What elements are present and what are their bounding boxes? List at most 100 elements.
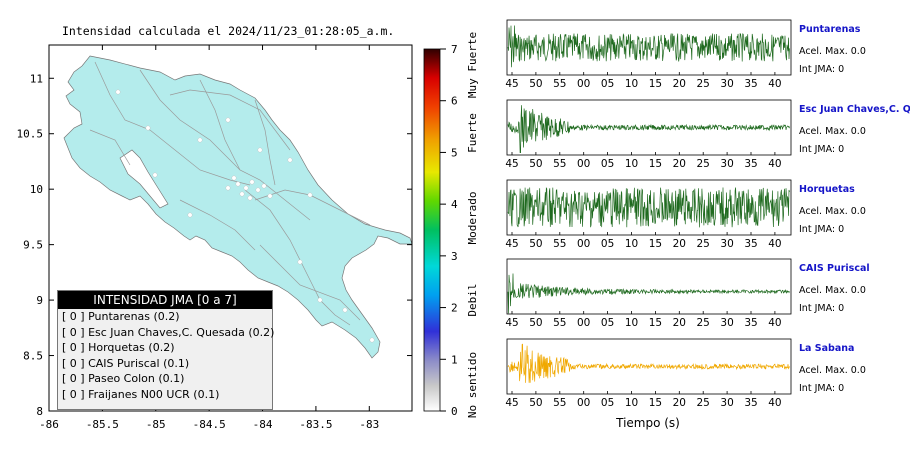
- time-tick-label: 30: [720, 158, 733, 170]
- legend-station: Puntarenas (0.2): [88, 310, 180, 323]
- trace-panel: 45 50 55 00 05 10 15 20 25 30 35 40: [505, 338, 792, 409]
- lat-tick-label: 10: [30, 183, 43, 196]
- time-tick-label: 10: [625, 317, 638, 329]
- time-tick-label: 45: [505, 158, 518, 170]
- station-max-acceleration: Acel. Max. 0.0: [799, 365, 866, 376]
- time-tick-label: 40: [768, 78, 781, 90]
- time-axis-label: Tiempo (s): [615, 416, 680, 430]
- station-max-acceleration: Acel. Max. 0.0: [799, 126, 866, 137]
- road-network: [89, 61, 371, 326]
- legend-level: [ 0 ]: [62, 310, 89, 323]
- time-tick-label: 20: [673, 78, 686, 90]
- colorbar-tick-label: 4: [451, 198, 458, 211]
- time-tick-label: 25: [697, 238, 710, 250]
- costa-rica-land: [63, 55, 413, 359]
- trace-panel: 45 50 55 00 05 10 15 20 25 30 35 40: [505, 258, 792, 329]
- time-tick-label: 50: [529, 317, 542, 329]
- lat-tick-label: 11: [30, 72, 43, 85]
- time-tick-label: 05: [601, 397, 614, 409]
- station-jma-intensity: Int JMA: 0: [799, 224, 845, 235]
- intensity-legend: INTENSIDAD JMA [0 a 7] [ 0 ] Puntarenas …: [57, 290, 275, 410]
- time-tick-label: 40: [768, 317, 781, 329]
- time-tick-label: 40: [768, 158, 781, 170]
- legend-title: INTENSIDAD JMA [0 a 7]: [58, 291, 272, 309]
- time-tick-label: 00: [577, 238, 590, 250]
- lat-tick-label: 9.5: [23, 239, 43, 252]
- time-tick-label: 20: [673, 158, 686, 170]
- legend-station: Horquetas (0.2): [88, 341, 175, 355]
- time-tick-label: 35: [744, 238, 757, 250]
- colorbar-tick-label: 6: [451, 95, 458, 108]
- colorbar-category-label: No sentido: [466, 352, 479, 418]
- time-tick-label: 45: [505, 317, 518, 329]
- time-tick-label: 20: [673, 397, 686, 409]
- legend-level: [ 0 ]: [62, 372, 89, 386]
- gulf-of-nicoya: [119, 149, 169, 209]
- colorbar-tick-label: 5: [451, 146, 458, 159]
- legend-row: [ 0 ] Fraijanes N00 UCR (0.1): [58, 387, 272, 403]
- colorbar-tick-label: 3: [451, 250, 458, 263]
- lon-tick-label: -84: [253, 418, 273, 431]
- legend-station: Fraijanes N00 UCR (0.1): [88, 387, 220, 401]
- legend-row: [ 0 ] Esc Juan Chaves,C. Quesada (0.2): [58, 325, 275, 341]
- time-tick-label: 55: [553, 397, 566, 409]
- colorbar-category-label: Muy Fuerte: [466, 32, 479, 98]
- time-tick-label: 25: [697, 158, 710, 170]
- time-tick-label: 05: [601, 238, 614, 250]
- legend-row: [ 0 ] CAIS Puriscal (0.1): [58, 356, 272, 372]
- time-tick-label: 50: [529, 78, 542, 90]
- time-tick-label: 50: [529, 238, 542, 250]
- seismogram-trace: [507, 105, 790, 153]
- trace-panel: 45 50 55 00 05 10 15 20 25 30 35 40: [505, 99, 792, 170]
- map-y-axis: 11 10.5 10 9.5 9 8.5 8: [17, 72, 412, 418]
- time-tick-label: 55: [553, 238, 566, 250]
- colorbar: 0 1 2 3 4 5 6 7 No sentido Debil Moderado Fuerte Mu…: [423, 32, 479, 418]
- station-jma-intensity: Int JMA: 0: [799, 303, 845, 314]
- legend-row: [ 0 ] Puntarenas (0.2): [58, 309, 272, 325]
- station-markers: [115, 89, 375, 343]
- lon-tick-label: -84.5: [193, 418, 226, 431]
- seismogram-trace: [507, 187, 790, 228]
- time-tick-label: 00: [577, 158, 590, 170]
- time-tick-label: 50: [529, 397, 542, 409]
- time-tick-label: 20: [673, 238, 686, 250]
- map-title: Intensidad calculada el 2024/11/23_01:28…: [62, 24, 395, 38]
- colorbar-tick-label: 0: [451, 405, 458, 418]
- colorbar-category-label: Fuerte: [466, 113, 479, 153]
- time-tick-label: 35: [744, 397, 757, 409]
- lon-tick-label: -85.5: [86, 418, 119, 431]
- time-tick-label: 15: [649, 78, 662, 90]
- time-tick-label: 30: [720, 397, 733, 409]
- station-name: Puntarenas: [799, 24, 861, 35]
- time-tick-label: 50: [529, 158, 542, 170]
- lon-tick-label: -85: [146, 418, 166, 431]
- time-tick-label: 10: [625, 158, 638, 170]
- time-tick-label: 35: [744, 317, 757, 329]
- legend-station: Paseo Colon (0.1): [88, 372, 185, 386]
- time-tick-label: 35: [744, 158, 757, 170]
- time-tick-label: 00: [577, 317, 590, 329]
- colorbar-tick-label: 2: [451, 302, 458, 315]
- station-name: La Sabana: [799, 343, 855, 354]
- time-tick-label: 05: [601, 78, 614, 90]
- lat-tick-label: 8: [36, 405, 43, 418]
- legend-row: [ 0 ] Horquetas (0.2): [58, 340, 272, 356]
- station-name: Esc Juan Chaves,C. Qu: [799, 104, 910, 115]
- colorbar-tick-label: 7: [451, 43, 458, 56]
- time-tick-label: 35: [744, 78, 757, 90]
- legend-station: Esc Juan Chaves,C. Quesada (0.2): [88, 325, 275, 339]
- time-tick-label: 45: [505, 238, 518, 250]
- legend-station: CAIS Puriscal (0.1): [88, 356, 190, 370]
- time-tick-label: 05: [601, 317, 614, 329]
- time-tick-label: 55: [553, 158, 566, 170]
- time-tick-label: 05: [601, 158, 614, 170]
- colorbar-category-label: Debil: [466, 283, 479, 316]
- time-tick-label: 00: [577, 397, 590, 409]
- lat-tick-label: 10.5: [17, 128, 44, 141]
- map-x-axis: -86 -85.5 -85 -84.5 -84 -83.5 -83: [39, 45, 379, 431]
- time-tick-label: 55: [553, 78, 566, 90]
- station-max-acceleration: Acel. Max. 0.0: [799, 285, 866, 296]
- seismogram-trace: [507, 343, 790, 383]
- time-tick-label: 15: [649, 397, 662, 409]
